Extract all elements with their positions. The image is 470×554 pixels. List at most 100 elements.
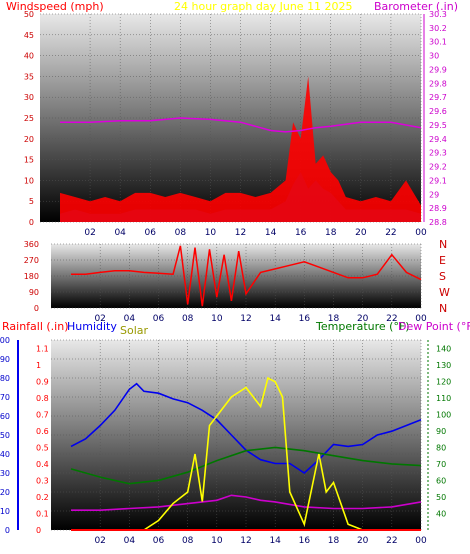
y-tick-label: 35 [24,72,34,81]
rain-tick-label: 1.1 [36,344,49,353]
x-tick-label: 04 [114,228,126,238]
temp-tick-label: 90 [436,427,446,436]
humidity-tick-label: 10 [0,507,10,516]
temp-tick-label: 110 [436,394,451,403]
compass-label: S [439,270,446,283]
y-right-tick-label: 30.2 [429,24,447,33]
humidity-tick-label: 60 [0,412,10,421]
rain-tick-label: 0.7 [36,410,49,419]
x-tick-label: 08 [182,536,194,546]
dewpoint-axis-title: Dew Point (°F) [398,320,470,333]
barometer-axis-title: Barometer (.in) [374,0,458,13]
y-right-tick-label: 29.5 [429,121,447,130]
x-tick-label: 04 [124,314,136,324]
temp-tick-label: 50 [436,493,446,502]
y-tick-label: 180 [24,272,39,281]
temp-tick-label: 70 [436,460,446,469]
y-tick-label: 30 [24,93,34,102]
y-right-tick-label: 30.1 [429,38,447,47]
x-tick-label: 06 [153,314,165,324]
temp-tick-label: 130 [436,361,451,370]
y-right-tick-label: 29.1 [429,176,447,185]
y-tick-label: 50 [24,10,34,19]
humidity-tick-label: 30 [0,469,10,478]
y-right-tick-label: 29.6 [429,107,447,116]
humidity-tick-label: 80 [0,374,10,383]
x-tick-label: 10 [211,536,223,546]
x-tick-label: 06 [153,536,165,546]
y-right-tick-label: 28.8 [429,218,447,227]
x-tick-label: 14 [265,228,277,238]
x-tick-label: 08 [175,228,187,238]
y-tick-label: 20 [24,135,34,144]
y-right-tick-label: 29.7 [429,93,447,102]
direction-panel-bg [51,244,421,308]
y-tick-label: 25 [24,114,34,123]
humidity-axis-title: Humidity [67,320,117,333]
y-right-tick-label: 29.2 [429,163,447,172]
x-tick-label: 06 [145,228,157,238]
temp-tick-label: 40 [436,509,446,518]
x-tick-label: 20 [357,314,369,324]
x-tick-label: 10 [211,314,223,324]
compass-label: E [439,254,446,267]
temp-tick-label: 120 [436,377,451,386]
temp-tick-label: 140 [436,344,451,353]
rain-tick-label: 0 [36,526,41,535]
y-tick-label: 10 [24,176,34,185]
rain-tick-label: 0.9 [36,377,49,386]
y-right-tick-label: 30.3 [429,10,447,19]
compass-label: N [439,302,447,315]
temp-tick-label: 60 [436,476,446,485]
x-tick-label: 12 [240,536,251,546]
y-tick-label: 0 [34,304,39,313]
temperature-line [70,446,422,485]
humidity-tick-label: 100 [0,336,10,345]
humidity-tick-label: 40 [0,450,10,459]
x-tick-label: 14 [269,536,281,546]
humidity-line [70,382,422,475]
solar-axis-title: Solar [120,324,149,337]
humidity-tick-label: 70 [0,393,10,402]
wind-direction-line [71,245,422,307]
x-tick-label: 04 [124,536,136,546]
x-tick-label: 22 [386,536,397,546]
rain-tick-label: 0.3 [36,476,49,485]
y-tick-label: 40 [24,52,34,61]
chart-title: 24 hour graph day June 11 2025 [174,0,353,13]
y-tick-label: 90 [29,288,39,297]
x-tick-label: 18 [328,536,340,546]
x-tick-label: 10 [205,228,217,238]
solar-line [71,376,421,531]
temperature-axis-title: Temperature (°F) [315,320,410,333]
rain-tick-label: 1 [36,361,41,370]
compass-label: W [439,286,450,299]
x-tick-label: 00 [415,228,427,238]
barometer-line [60,117,422,133]
humidity-tick-label: 20 [0,488,10,497]
x-tick-label: 02 [84,228,95,238]
x-tick-label: 20 [357,536,369,546]
x-tick-label: 12 [240,314,251,324]
windspeed-axis-title: Windspeed (mph) [6,0,104,13]
y-right-tick-label: 29.4 [429,135,447,144]
y-tick-label: 45 [24,31,34,40]
temp-tick-label: 100 [436,410,451,419]
y-right-tick-label: 28.9 [429,204,447,213]
rain-tick-label: 0.8 [36,394,49,403]
x-tick-label: 12 [235,228,246,238]
rain-tick-label: 0.6 [36,427,49,436]
x-tick-label: 02 [94,314,105,324]
humidity-tick-label: 50 [0,431,10,440]
y-tick-label: 15 [24,156,34,165]
thp-panel-bg [51,340,421,530]
humidity-tick-label: 0 [5,526,10,535]
humidity-tick-label: 90 [0,355,10,364]
x-tick-label: 16 [299,536,311,546]
x-tick-label: 08 [182,314,194,324]
y-right-tick-label: 29 [429,190,439,199]
compass-label: N [439,238,447,251]
x-tick-label: 18 [328,314,340,324]
rain-tick-label: 0.1 [36,509,49,518]
y-tick-label: 0 [29,218,34,227]
